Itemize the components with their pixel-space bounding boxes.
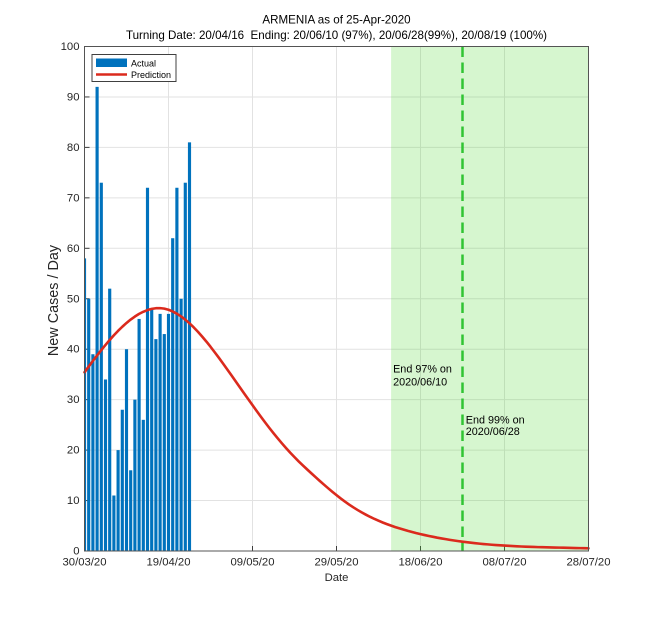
actual-bar bbox=[171, 238, 175, 551]
actual-bar bbox=[120, 409, 124, 551]
actual-bar bbox=[116, 450, 120, 551]
y-tick-label: 30 bbox=[67, 394, 80, 406]
y-axis-label: New Cases / Day bbox=[46, 244, 62, 356]
actual-bar bbox=[84, 258, 87, 551]
actual-bar bbox=[179, 298, 183, 551]
actual-bar bbox=[137, 318, 141, 551]
actual-bar bbox=[154, 339, 158, 551]
actual-bar bbox=[145, 187, 150, 551]
end-97-annotation-line2: 2020/06/10 bbox=[393, 377, 447, 389]
end-99-annotation: End 99% on 2020/06/28 bbox=[466, 415, 525, 438]
actual-bar bbox=[129, 470, 133, 551]
axes-frame bbox=[84, 46, 589, 552]
actual-bar bbox=[183, 182, 187, 551]
actual-bar bbox=[103, 379, 108, 551]
actual-bar bbox=[95, 86, 99, 552]
actual-legend-swatch bbox=[96, 58, 127, 67]
actual-bar bbox=[187, 142, 192, 552]
actual-bar bbox=[158, 313, 162, 551]
y-tick-label: 20 bbox=[67, 445, 80, 457]
y-tick-label: 70 bbox=[67, 192, 80, 204]
actual-legend-label: Actual bbox=[131, 59, 156, 69]
y-tick-label: 50 bbox=[67, 293, 80, 305]
actual-bar bbox=[87, 298, 91, 551]
chart-subtitle: Turning Date: 20/04/16 Ending: 20/06/10 … bbox=[126, 29, 547, 42]
x-tick-labels: 30/03/20 19/04/20 09/05/20 29/05/20 18/06/20… bbox=[63, 557, 611, 569]
x-axis-label: Date bbox=[325, 572, 349, 584]
y-tick-label: 100 bbox=[61, 41, 80, 53]
actual-bar bbox=[166, 313, 171, 551]
actual-bar bbox=[141, 419, 145, 551]
prediction-legend-label: Prediction bbox=[131, 70, 171, 80]
end-97-annotation-line1: End 97% on bbox=[393, 363, 452, 375]
actual-bar bbox=[162, 334, 166, 551]
end-99-annotation-line1: End 99% on bbox=[466, 415, 525, 427]
end-99-annotation-line2: 2020/06/28 bbox=[466, 426, 520, 438]
actual-bars-series bbox=[84, 86, 192, 552]
actual-bar bbox=[124, 349, 129, 551]
ending-period-region bbox=[391, 46, 589, 551]
y-tick-label: 0 bbox=[73, 546, 79, 558]
actual-bar bbox=[108, 288, 112, 551]
actual-bar bbox=[91, 354, 95, 551]
x-tick-label: 08/07/20 bbox=[483, 557, 527, 569]
actual-bar bbox=[133, 399, 137, 551]
actual-bar bbox=[112, 495, 116, 551]
actual-bar bbox=[99, 182, 103, 551]
y-tick-label: 40 bbox=[67, 344, 80, 356]
y-tick-label: 80 bbox=[67, 142, 80, 154]
actual-bar bbox=[175, 187, 179, 551]
x-tick-label: 28/07/20 bbox=[567, 557, 611, 569]
actual-bar bbox=[150, 308, 154, 551]
x-tick-label: 09/05/20 bbox=[231, 557, 275, 569]
y-tick-label: 60 bbox=[67, 243, 80, 255]
y-tick-label: 10 bbox=[67, 495, 80, 507]
end-97-annotation: End 97% on 2020/06/10 bbox=[393, 363, 452, 388]
x-tick-label: 19/04/20 bbox=[147, 557, 191, 569]
y-tick-labels: 0 10 20 30 40 50 60 70 80 90 100 bbox=[61, 41, 80, 558]
prediction-curve bbox=[83, 306, 590, 550]
x-tick-label: 18/06/20 bbox=[399, 557, 443, 569]
x-tick-label: 30/03/20 bbox=[63, 557, 107, 569]
legend: Actual Prediction bbox=[91, 54, 177, 82]
y-tick-label: 90 bbox=[67, 91, 80, 103]
x-tick-label: 29/05/20 bbox=[315, 557, 359, 569]
chart-title: ARMENIA as of 25-Apr-2020 bbox=[262, 14, 410, 27]
